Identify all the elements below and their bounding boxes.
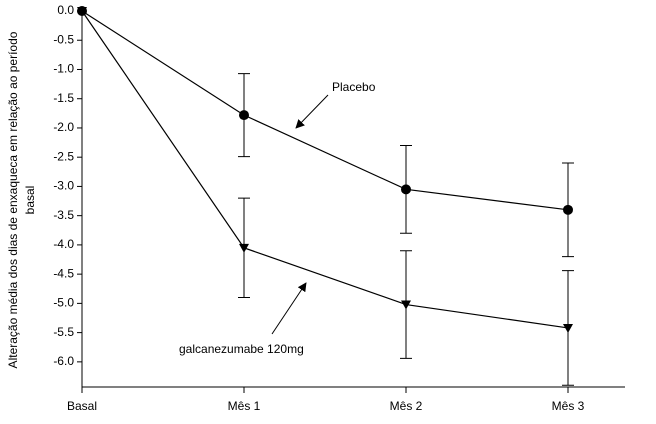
y-tick-label: -1.0 xyxy=(53,62,74,76)
x-tick-label: Mês 2 xyxy=(390,399,423,413)
y-tick-label: -5.0 xyxy=(53,296,74,310)
point xyxy=(77,7,87,16)
x-tick-label: Mês 3 xyxy=(552,399,585,413)
y-tick-label: -0.5 xyxy=(53,32,74,46)
x-tick-label: Basal xyxy=(67,399,97,413)
point xyxy=(239,243,249,253)
point xyxy=(563,204,573,215)
annotation-arrow xyxy=(271,282,307,335)
annotation-arrow xyxy=(295,94,329,129)
y-tick-label: -2.0 xyxy=(53,120,74,134)
y-tick-label: -5.5 xyxy=(53,325,74,339)
x-tick-label: Mês 1 xyxy=(228,399,261,413)
y-axis-title: Alteração média dos dias de enxaqueca em… xyxy=(6,31,20,368)
annotation: galcanezumabe 120mg xyxy=(179,342,304,356)
y-tick-label: -1.5 xyxy=(53,91,74,105)
y-tick-label: 0.0 xyxy=(57,3,74,17)
y-tick-label: -2.5 xyxy=(53,149,74,163)
point xyxy=(401,184,411,195)
y-tick-label: -3.5 xyxy=(53,208,74,222)
series-line xyxy=(81,10,569,329)
point xyxy=(563,323,573,333)
y-axis-title: basal xyxy=(23,186,37,215)
y-tick-label: -3.0 xyxy=(53,179,74,193)
y-tick-label: -4.0 xyxy=(53,237,74,251)
y-tick-label: -6.0 xyxy=(53,354,74,368)
annotation: Placebo xyxy=(332,80,376,94)
point xyxy=(239,110,249,121)
y-tick-label: -4.5 xyxy=(53,266,74,280)
point xyxy=(401,300,411,310)
series-line xyxy=(81,10,569,211)
